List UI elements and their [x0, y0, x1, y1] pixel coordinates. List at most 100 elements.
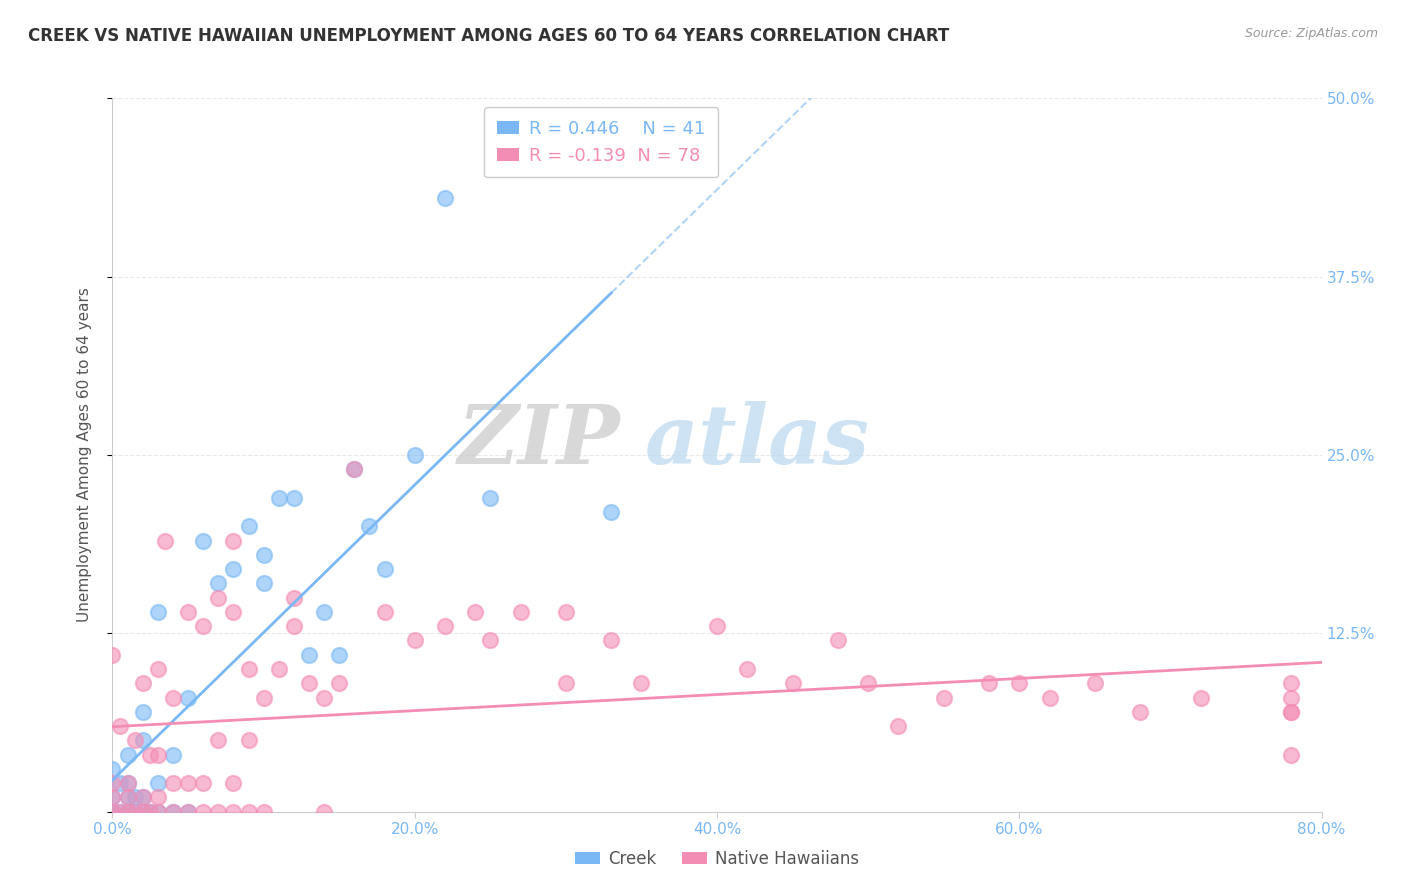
Point — [359, 519, 381, 533]
Point — [146, 805, 169, 819]
Point — [124, 733, 146, 747]
Point — [117, 790, 139, 805]
Point — [101, 762, 124, 776]
Point — [117, 776, 139, 790]
Point — [222, 533, 245, 548]
Point — [464, 605, 486, 619]
Point — [101, 790, 124, 805]
Point — [554, 605, 576, 619]
Legend: Creek, Native Hawaiians: Creek, Native Hawaiians — [568, 844, 866, 875]
Point — [191, 619, 214, 633]
Point — [117, 747, 139, 762]
Point — [267, 662, 290, 676]
Point — [253, 690, 276, 705]
Point — [856, 676, 880, 690]
Point — [374, 605, 396, 619]
Point — [222, 605, 245, 619]
Point — [283, 619, 305, 633]
Point — [374, 562, 396, 576]
Point — [101, 648, 124, 662]
Point — [238, 662, 260, 676]
Point — [162, 776, 184, 790]
Point — [298, 648, 321, 662]
Point — [509, 605, 531, 619]
Point — [630, 676, 652, 690]
Point — [1279, 747, 1302, 762]
Point — [117, 805, 139, 819]
Point — [343, 462, 366, 476]
Point — [314, 690, 336, 705]
Point — [1279, 705, 1302, 719]
Point — [343, 462, 366, 476]
Point — [177, 805, 200, 819]
Point — [108, 719, 131, 733]
Point — [117, 776, 139, 790]
Point — [782, 676, 804, 690]
Point — [162, 805, 184, 819]
Text: ZIP: ZIP — [458, 401, 620, 481]
Point — [132, 805, 155, 819]
Point — [146, 747, 169, 762]
Point — [146, 805, 169, 819]
Point — [117, 790, 139, 805]
Point — [191, 776, 214, 790]
Point — [207, 733, 229, 747]
Point — [1008, 676, 1031, 690]
Point — [238, 519, 260, 533]
Point — [1189, 690, 1212, 705]
Point — [554, 676, 576, 690]
Point — [191, 805, 214, 819]
Text: atlas: atlas — [644, 401, 870, 481]
Point — [191, 533, 214, 548]
Point — [101, 790, 124, 805]
Point — [479, 633, 502, 648]
Point — [146, 776, 169, 790]
Point — [1084, 676, 1107, 690]
Point — [1129, 705, 1152, 719]
Point — [117, 805, 139, 819]
Point — [146, 790, 169, 805]
Point — [328, 648, 350, 662]
Point — [887, 719, 910, 733]
Text: Source: ZipAtlas.com: Source: ZipAtlas.com — [1244, 27, 1378, 40]
Point — [108, 805, 131, 819]
Point — [238, 733, 260, 747]
Point — [314, 805, 336, 819]
Point — [139, 805, 162, 819]
Point — [155, 533, 177, 548]
Point — [207, 805, 229, 819]
Point — [132, 805, 155, 819]
Point — [737, 662, 759, 676]
Point — [132, 733, 155, 747]
Point — [146, 662, 169, 676]
Point — [124, 805, 146, 819]
Point — [600, 633, 623, 648]
Point — [132, 790, 155, 805]
Point — [1279, 690, 1302, 705]
Point — [207, 576, 229, 591]
Point — [162, 747, 184, 762]
Point — [479, 491, 502, 505]
Point — [162, 690, 184, 705]
Point — [124, 790, 146, 805]
Point — [314, 605, 336, 619]
Point — [101, 805, 124, 819]
Point — [207, 591, 229, 605]
Point — [827, 633, 849, 648]
Point — [108, 805, 131, 819]
Point — [162, 805, 184, 819]
Point — [222, 562, 245, 576]
Point — [433, 619, 456, 633]
Point — [1279, 705, 1302, 719]
Y-axis label: Unemployment Among Ages 60 to 64 years: Unemployment Among Ages 60 to 64 years — [77, 287, 91, 623]
Point — [108, 776, 131, 790]
Point — [433, 191, 456, 205]
Point — [124, 805, 146, 819]
Point — [139, 747, 162, 762]
Point — [222, 776, 245, 790]
Point — [132, 676, 155, 690]
Point — [177, 605, 200, 619]
Point — [139, 805, 162, 819]
Point — [253, 805, 276, 819]
Point — [177, 805, 200, 819]
